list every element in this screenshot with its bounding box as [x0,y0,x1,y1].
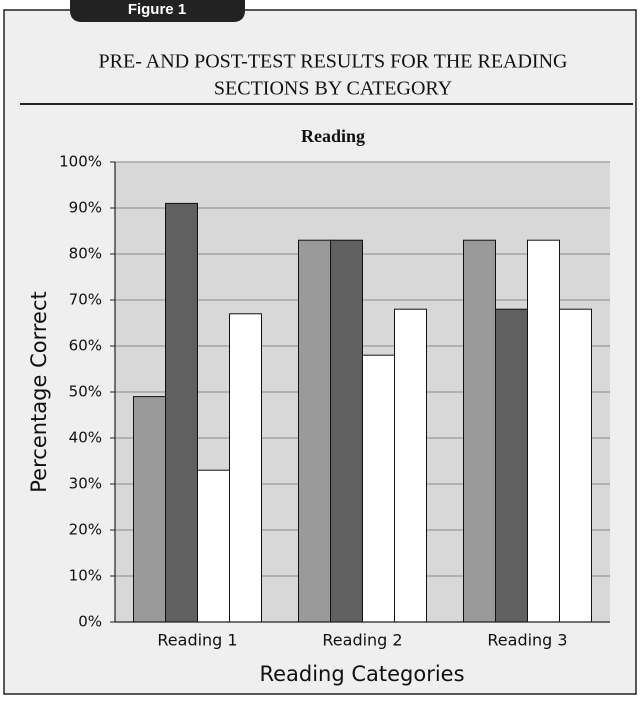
bar [463,239,496,623]
bar [559,308,592,623]
y-tick-label: 70% [69,291,102,309]
bar [495,308,528,623]
y-tick-label: 40% [69,429,102,447]
title-line: PRE- AND POST-TEST RESULTS FOR THE READI… [99,51,568,73]
x-tick-label: Reading 2 [322,631,402,650]
bar [165,202,198,623]
title-line: SECTIONS BY CATEGORY [214,78,452,100]
y-tick-label: 30% [69,475,102,493]
y-tick-label: 80% [69,245,102,263]
x-axis-title: Reading Categories [259,662,464,686]
y-tick-label: 0% [78,613,102,631]
y-tick-label: 90% [69,199,102,217]
chart-title: Reading [301,126,365,146]
bar [394,308,427,623]
bar [197,469,230,623]
y-tick-label: 10% [69,567,102,585]
bar [133,396,166,623]
bar [229,313,262,623]
y-tick-label: 60% [69,337,102,355]
figure-tab [70,0,245,22]
figure-label: Figure 1 [128,1,186,18]
bar [527,239,560,623]
bar [330,239,363,623]
y-axis-title: Percentage Correct [27,291,51,492]
y-tick-label: 100% [59,153,102,171]
bar [298,239,331,623]
x-tick-label: Reading 1 [157,631,237,650]
y-tick-label: 50% [69,383,102,401]
y-tick-label: 20% [69,521,102,539]
bar [362,354,395,623]
x-tick-label: Reading 3 [487,631,567,650]
